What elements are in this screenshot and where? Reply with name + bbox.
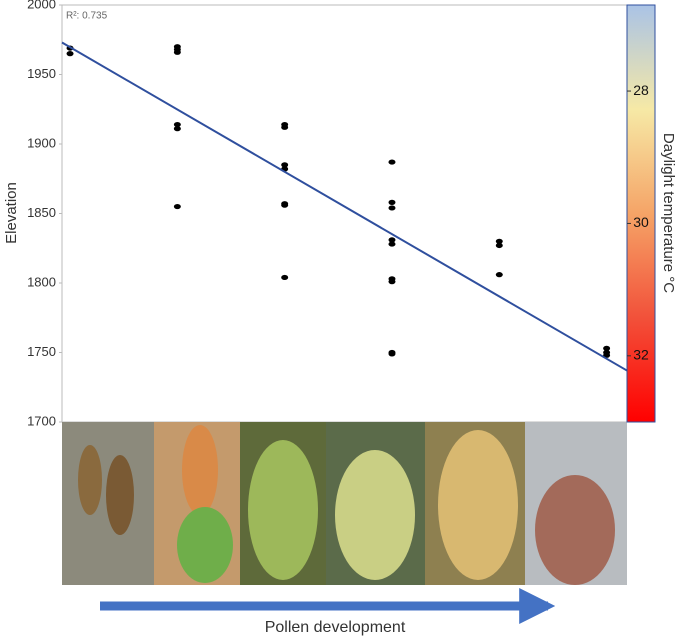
x-axis-label: Pollen development — [265, 619, 406, 636]
colorbar-tick-label: 30 — [633, 214, 649, 230]
plot-area — [61, 4, 628, 423]
r-squared: R²: 0.735 — [66, 11, 108, 22]
point — [495, 242, 503, 249]
point — [281, 162, 289, 168]
y-tick-label: 1700 — [27, 413, 56, 428]
point — [173, 49, 181, 55]
point — [388, 159, 396, 165]
point — [281, 202, 289, 208]
point — [173, 121, 181, 128]
point — [281, 124, 289, 130]
point — [495, 238, 503, 244]
y-tick-label: 1900 — [27, 135, 56, 150]
colorbar-label: Daylight temperature °C — [660, 133, 677, 293]
colorbar — [626, 4, 656, 423]
point — [173, 203, 181, 210]
point — [388, 199, 396, 205]
point — [388, 241, 396, 247]
colorbar-tick-label: 32 — [633, 347, 649, 363]
y-tick-label: 1800 — [27, 274, 56, 289]
point — [66, 51, 74, 57]
y-tick-label: 1750 — [27, 344, 56, 359]
point — [173, 126, 181, 132]
y-axis-label: Elevation — [3, 182, 20, 244]
trend-line — [61, 41, 628, 372]
point — [388, 205, 396, 211]
colorbar-tick-label: 28 — [633, 82, 649, 98]
point — [281, 274, 289, 281]
y-tick-label: 1850 — [27, 205, 56, 220]
photo-strip — [62, 422, 627, 585]
point — [603, 345, 611, 351]
y-tick-label: 2000 — [27, 0, 56, 11]
point — [388, 351, 396, 357]
point — [388, 237, 396, 243]
point — [495, 272, 503, 278]
point — [388, 279, 396, 285]
y-tick-label: 1950 — [27, 66, 56, 81]
